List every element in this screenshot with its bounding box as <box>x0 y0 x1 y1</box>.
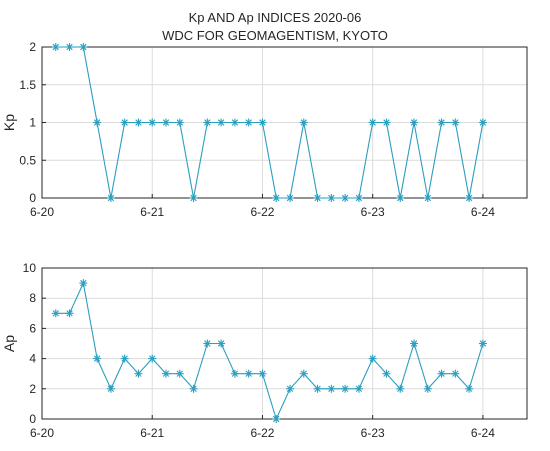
data-point <box>65 309 74 318</box>
data-point <box>175 118 184 127</box>
data-point <box>93 354 102 363</box>
data-point <box>189 384 198 393</box>
y-tick-label: 1 <box>29 116 36 130</box>
y-tick-label: 10 <box>23 261 37 275</box>
plot-frame <box>41 267 528 420</box>
y-tick-label: 1.5 <box>19 78 36 92</box>
data-point <box>410 339 419 348</box>
y-axis-label: Ap <box>1 335 17 352</box>
data-point <box>258 369 267 378</box>
x-tick-label: 6-21 <box>140 426 164 440</box>
data-point <box>148 118 157 127</box>
data-point <box>217 339 226 348</box>
data-point <box>327 194 336 202</box>
data-point <box>106 384 115 393</box>
data-point <box>313 194 322 202</box>
data-point <box>272 415 281 423</box>
data-point <box>286 384 295 393</box>
data-point <box>354 384 363 393</box>
data-point <box>396 384 405 393</box>
data-point <box>437 369 446 378</box>
data-point <box>465 194 474 202</box>
data-point <box>134 118 143 127</box>
data-point <box>368 354 377 363</box>
data-point <box>148 354 157 363</box>
x-tick-label: 6-20 <box>30 426 54 440</box>
data-point <box>341 194 350 202</box>
data-point <box>299 118 308 127</box>
data-point <box>162 118 171 127</box>
y-tick-label: 8 <box>29 291 36 305</box>
data-point <box>299 369 308 378</box>
y-tick-label: 6 <box>29 321 36 335</box>
y-tick-label: 0.5 <box>19 153 36 167</box>
data-point <box>313 384 322 393</box>
data-point <box>203 118 212 127</box>
x-tick-label: 6-24 <box>471 205 495 219</box>
data-point <box>396 194 405 202</box>
series-line <box>55 281 484 421</box>
x-tick-label: 6-23 <box>361 205 385 219</box>
data-point <box>423 194 432 202</box>
data-point <box>368 118 377 127</box>
data-point <box>272 194 281 202</box>
x-tick-label: 6-23 <box>361 426 385 440</box>
data-point <box>162 369 171 378</box>
data-point <box>451 118 460 127</box>
y-tick-label: 0 <box>29 412 36 426</box>
data-point <box>51 43 60 51</box>
y-tick-label: 2 <box>29 40 36 54</box>
data-point <box>203 339 212 348</box>
data-point <box>244 118 253 127</box>
data-point <box>341 384 350 393</box>
data-point <box>437 118 446 127</box>
data-point <box>134 369 143 378</box>
data-point <box>327 384 336 393</box>
data-point <box>478 339 487 348</box>
y-tick-label: 4 <box>29 352 36 366</box>
data-point <box>382 369 391 378</box>
data-point <box>258 118 267 127</box>
x-tick-label: 6-22 <box>250 426 274 440</box>
data-point <box>354 194 363 202</box>
data-point <box>230 369 239 378</box>
data-point <box>465 384 474 393</box>
data-point <box>106 194 115 202</box>
data-point <box>478 118 487 127</box>
data-point <box>79 43 88 51</box>
chart-title: Kp AND Ap INDICES 2020-06 <box>188 10 362 25</box>
y-axis-label: Kp <box>1 114 17 131</box>
data-point <box>230 118 239 127</box>
data-point <box>451 369 460 378</box>
data-point <box>382 118 391 127</box>
data-point <box>93 118 102 127</box>
data-point <box>244 369 253 378</box>
x-tick-label: 6-22 <box>250 205 274 219</box>
data-point <box>175 369 184 378</box>
data-point <box>65 43 74 51</box>
data-point <box>286 194 295 202</box>
data-point <box>423 384 432 393</box>
x-tick-label: 6-20 <box>30 205 54 219</box>
data-point <box>217 118 226 127</box>
data-point <box>51 309 60 318</box>
x-tick-label: 6-21 <box>140 205 164 219</box>
data-point <box>189 194 198 202</box>
y-tick-label: 0 <box>29 191 36 205</box>
chart-subtitle: WDC FOR GEOMAGENTISM, KYOTO <box>162 28 388 43</box>
data-point <box>120 118 129 127</box>
x-tick-label: 6-24 <box>471 426 495 440</box>
data-point <box>120 354 129 363</box>
data-point <box>410 118 419 127</box>
data-point <box>79 279 88 288</box>
y-tick-label: 2 <box>29 382 36 396</box>
